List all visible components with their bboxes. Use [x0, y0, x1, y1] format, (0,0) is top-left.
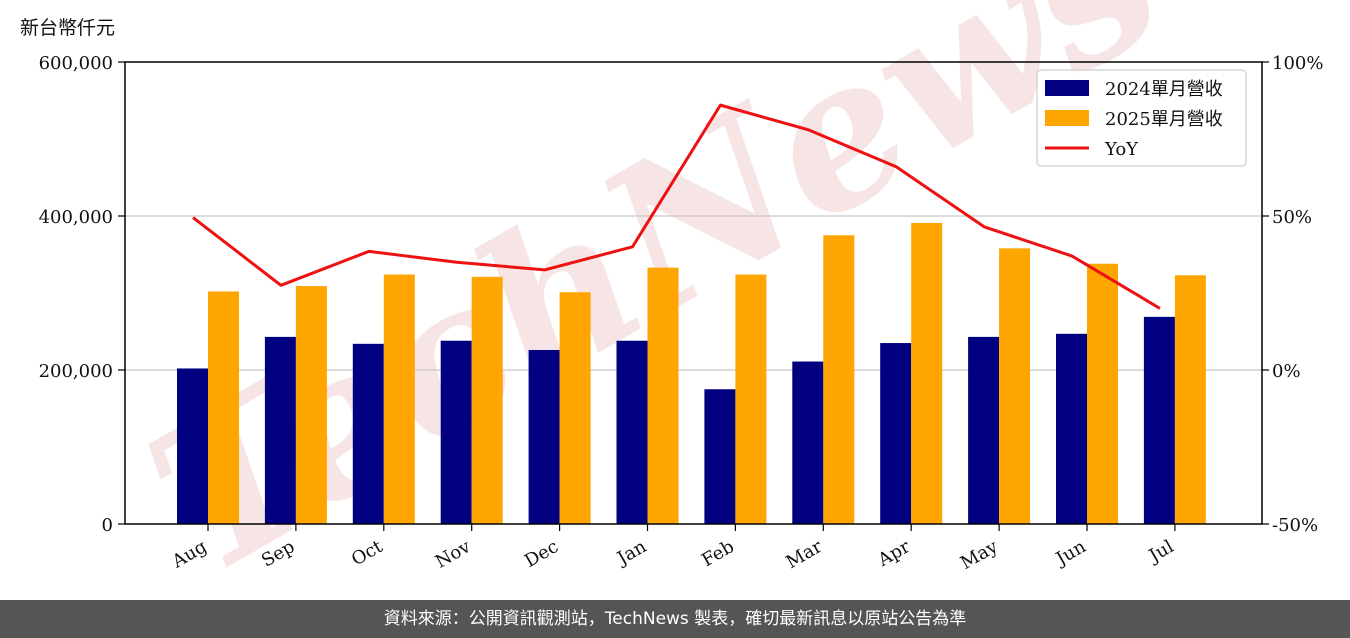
- bar-2025: [383, 274, 415, 524]
- bar-2025: [208, 291, 239, 524]
- bar-2024: [968, 336, 1000, 524]
- bar-2025: [471, 276, 503, 524]
- plot-frame: [124, 61, 1263, 525]
- bar-2024: [704, 389, 736, 524]
- x-tick-label: Feb: [698, 536, 738, 571]
- footer-source: 資料來源：公開資訊觀測站，TechNews 製表，確切最新訊息以原站公告為準: [0, 600, 1350, 638]
- bar-2025: [735, 274, 767, 524]
- y-left-tick-label: 600,000: [39, 53, 113, 74]
- x-tick-label: Mar: [783, 536, 827, 573]
- bar-2025: [1087, 263, 1118, 524]
- legend-label: YoY: [1104, 139, 1139, 160]
- unit-label: 新台幣仟元: [20, 17, 115, 39]
- bar-2024: [616, 340, 648, 524]
- legend-swatch: [1045, 80, 1089, 96]
- bar-2024: [440, 340, 472, 524]
- bar-2025: [647, 267, 679, 524]
- bar-2024: [1143, 316, 1175, 524]
- x-tick-label: Jun: [1051, 536, 1090, 571]
- chart-svg: TechNews 新台幣仟元 0200,000400,000600,000-50…: [20, 0, 1323, 600]
- y-right-tick-label: 0%: [1272, 361, 1301, 382]
- y-left-tick-label: 200,000: [39, 361, 113, 382]
- legend: 2024單月營收 2025單月營收 YoY: [1036, 69, 1247, 167]
- x-tick-label: Jul: [1144, 536, 1178, 568]
- y-right-tick-label: -50%: [1272, 515, 1318, 536]
- legend-box: [1036, 69, 1247, 167]
- legend-label: 2024單月營收: [1105, 79, 1223, 100]
- bar-2024: [177, 368, 208, 524]
- y-right-tick-label: 100%: [1272, 53, 1323, 74]
- bar-2024: [264, 336, 296, 524]
- bar-2025: [823, 235, 855, 524]
- x-tick-label: Apr: [874, 536, 914, 571]
- x-tick-label: Nov: [432, 536, 475, 573]
- y-right-tick-label: 50%: [1272, 207, 1312, 228]
- yoy-line-group: [192, 103, 1161, 310]
- bar-2025: [999, 248, 1031, 524]
- bar-2025: [1174, 275, 1206, 524]
- legend-label: 2025單月營收: [1105, 109, 1223, 130]
- x-tick-label: Dec: [521, 536, 562, 572]
- yoy-line: [192, 103, 1161, 310]
- bar-2024: [792, 361, 824, 524]
- x-tick-label: May: [957, 536, 1002, 574]
- x-tick-label: Jan: [612, 536, 650, 570]
- y-left-tick-label: 400,000: [39, 207, 113, 228]
- chart-area: TechNews 新台幣仟元 0 200,000 400,000 600,000 -50…: [20, 0, 1323, 600]
- bar-2024: [528, 349, 560, 524]
- bar-2024: [352, 343, 384, 524]
- bar-2024: [1056, 333, 1087, 524]
- bar-2025: [295, 286, 327, 524]
- bar-group: [177, 222, 1206, 524]
- bar-2024: [880, 343, 912, 524]
- bar-2025: [559, 292, 591, 524]
- legend-swatch: [1045, 110, 1089, 126]
- bar-2025: [911, 222, 943, 524]
- y-left-tick-label: 0: [102, 515, 113, 536]
